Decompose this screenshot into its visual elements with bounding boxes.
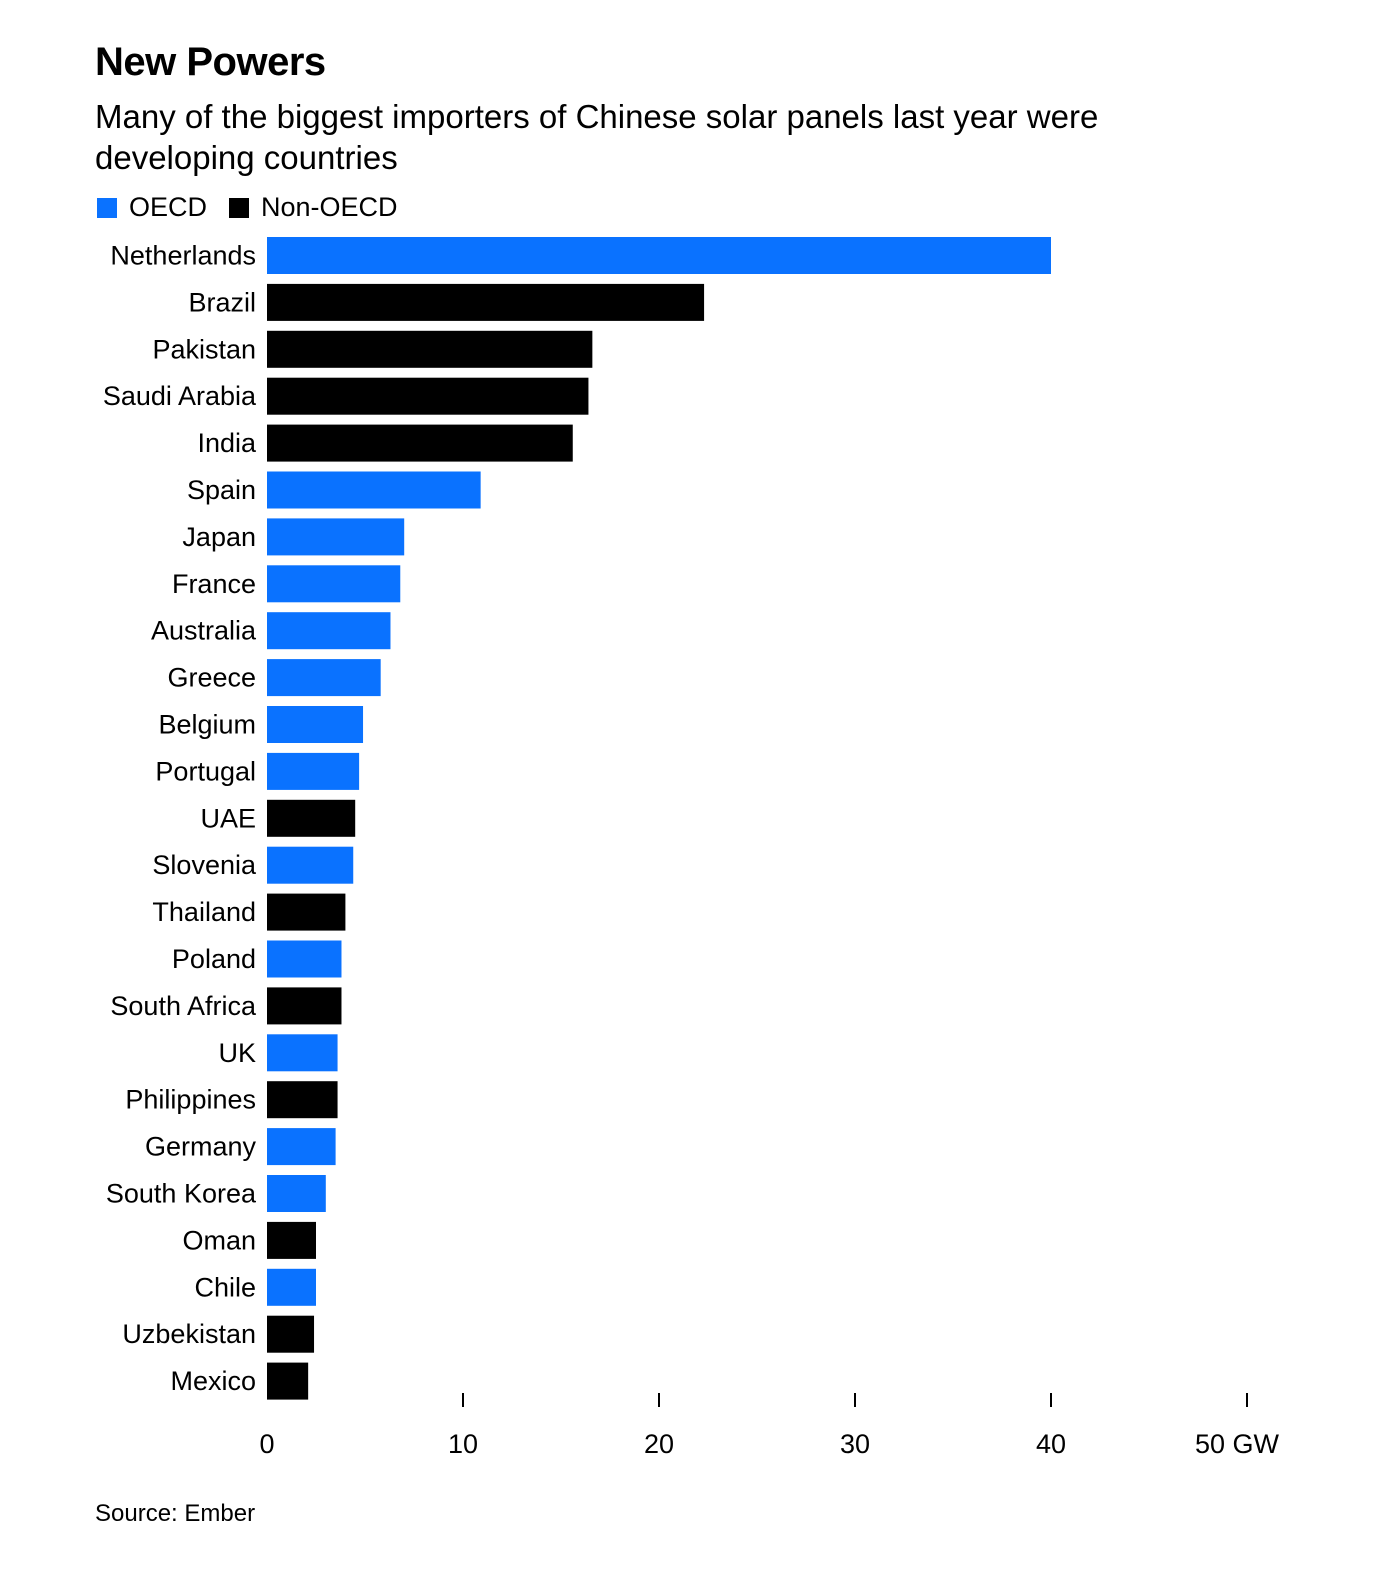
- bar-spain: [267, 471, 481, 509]
- category-label-belgium: Belgium: [158, 710, 256, 740]
- bar-chart: Netherlands Brazil Pakistan Saudi Arabia Ind…: [103, 237, 1280, 1459]
- legend-label-oecd: OECD: [129, 192, 208, 222]
- bar-chile: [267, 1268, 316, 1306]
- bar-pakistan: [267, 330, 593, 368]
- category-label-brazil: Brazil: [188, 287, 256, 317]
- category-label-portugal: Portugal: [155, 756, 256, 786]
- bar-netherlands: [267, 237, 1051, 274]
- bar-uzbekistan: [267, 1315, 315, 1353]
- category-label-thailand: Thailand: [152, 897, 256, 927]
- bar-portugal: [267, 752, 360, 790]
- category-label-france: France: [172, 569, 256, 599]
- bar-japan: [267, 518, 405, 556]
- category-label-south-korea: South Korea: [106, 1179, 257, 1209]
- bar-saudi-arabia: [267, 377, 589, 415]
- category-label-mexico: Mexico: [170, 1366, 256, 1396]
- bar-australia: [267, 612, 391, 650]
- legend-label-non-oecd: Non-OECD: [261, 192, 398, 222]
- category-label-germany: Germany: [145, 1132, 257, 1162]
- bar-germany: [267, 1128, 336, 1166]
- bar-mexico: [267, 1362, 309, 1400]
- category-label-south-africa: South Africa: [110, 991, 257, 1021]
- bar-france: [267, 565, 401, 603]
- chart-subtitle: Many of the biggest importers of Chinese…: [95, 98, 1099, 176]
- bar-india: [267, 424, 573, 462]
- legend: OECD Non-OECD: [97, 192, 420, 223]
- category-label-saudi-arabia: Saudi Arabia: [103, 381, 257, 411]
- x-tick-label: 10: [448, 1429, 478, 1459]
- x-tick-label: 50 GW: [1195, 1429, 1280, 1459]
- category-label-greece: Greece: [167, 663, 256, 693]
- bar-oman: [267, 1221, 316, 1259]
- bar-south-korea: [267, 1175, 326, 1212]
- category-label-netherlands: Netherlands: [110, 241, 256, 271]
- bar-brazil: [267, 283, 705, 321]
- category-label-uk: UK: [218, 1038, 256, 1068]
- category-label-spain: Spain: [187, 475, 256, 505]
- bar-uae: [267, 799, 356, 837]
- category-label-india: India: [197, 428, 257, 458]
- category-label-oman: Oman: [182, 1225, 256, 1255]
- category-label-slovenia: Slovenia: [152, 850, 257, 880]
- category-label-chile: Chile: [194, 1272, 256, 1302]
- x-tick-label: 20: [644, 1429, 674, 1459]
- category-label-japan: Japan: [182, 522, 256, 552]
- category-label-uzbekistan: Uzbekistan: [122, 1319, 256, 1349]
- category-label-philippines: Philippines: [125, 1085, 256, 1115]
- legend-swatch-oecd: [97, 197, 117, 218]
- category-label-australia: Australia: [151, 616, 257, 646]
- legend-swatch-non-oecd: [229, 197, 250, 218]
- category-label-uae: UAE: [200, 803, 256, 833]
- x-tick-label: 30: [840, 1429, 870, 1459]
- x-tick-label: 40: [1036, 1429, 1066, 1459]
- bar-greece: [267, 659, 381, 697]
- source-note: Source: Ember: [95, 1500, 256, 1527]
- bar-uk: [267, 1034, 338, 1072]
- chart-title: New Powers: [95, 40, 326, 84]
- bar-south-africa: [267, 987, 342, 1025]
- category-label-pakistan: Pakistan: [152, 334, 256, 364]
- category-label-poland: Poland: [172, 944, 256, 974]
- legend-item-non-oecd: Non-OECD: [229, 192, 398, 223]
- x-tick-label: 0: [259, 1429, 274, 1459]
- bar-belgium: [267, 706, 364, 743]
- legend-item-oecd: OECD: [97, 192, 207, 223]
- bar-philippines: [267, 1081, 338, 1119]
- bar-poland: [267, 940, 342, 978]
- bar-slovenia: [267, 846, 354, 884]
- bar-thailand: [267, 893, 346, 931]
